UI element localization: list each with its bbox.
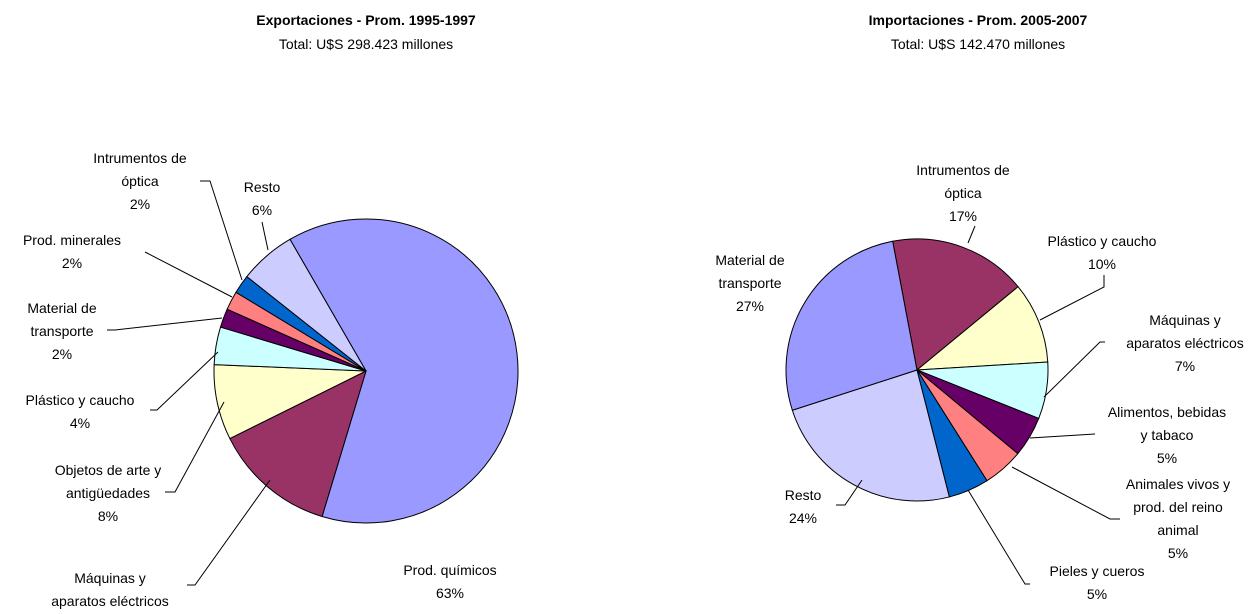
category-label: Resto — [243, 179, 281, 195]
pie-slice — [791, 369, 950, 502]
value-label: 5% — [1086, 586, 1108, 602]
leader-line — [967, 489, 1030, 585]
category-label: Objetos de arte y antigüedades — [54, 462, 162, 501]
category-label: Alimentos, bebidas y tabaco — [1107, 404, 1227, 443]
slice-label: Intrumentos de óptica 2% — [85, 147, 195, 216]
category-label: Máquinas y aparatos eléctricos — [51, 570, 169, 609]
category-label: Plástico y caucho — [25, 392, 135, 408]
category-label: Prod. químicos — [403, 562, 497, 578]
pie-slice — [915, 285, 1049, 371]
chart-subtitle: Total: U$S 142.470 millones — [890, 36, 1066, 52]
category-label: Intrumentos de óptica — [93, 150, 187, 189]
value-label: 27% — [735, 298, 765, 314]
leader-line — [107, 317, 223, 331]
category-label: Intrumentos de óptica — [916, 162, 1010, 201]
leader-line — [1039, 275, 1105, 321]
leader-line — [261, 221, 269, 251]
leader-line — [1029, 433, 1096, 439]
category-label: Material de transporte — [27, 300, 97, 339]
value-label: 2% — [61, 255, 83, 271]
leader-line — [165, 401, 225, 493]
slice-label: Máquinas y aparatos eléctricos 7% — [1121, 309, 1249, 378]
slice-label: Material de transporte 27% — [705, 249, 795, 318]
value-label: 7% — [1174, 358, 1196, 374]
leader-line — [836, 479, 863, 506]
slice-label: Resto 24% — [763, 484, 843, 530]
value-label: 24% — [788, 510, 818, 526]
slice-label: Máquinas y aparatos eléctricos13% — [46, 567, 174, 614]
category-label: Animales vivos y prod. del reino animal — [1125, 476, 1231, 538]
leader-line — [187, 479, 271, 586]
pie-slice — [289, 218, 519, 524]
pie-slice — [246, 238, 367, 372]
leader-line — [144, 251, 233, 298]
slice-label: Prod. minerales 2% — [7, 229, 137, 275]
slice-label: Pieles y cueros 5% — [1032, 560, 1162, 606]
value-label: 5% — [1156, 450, 1178, 466]
slice-label: Plástico y caucho 4% — [15, 389, 145, 435]
slice-label: Animales vivos y prod. del reino animal 5… — [1116, 473, 1241, 565]
category-label: Prod. minerales — [22, 232, 122, 248]
value-label: 10% — [1087, 256, 1117, 272]
slice-label: Objetos de arte y antigüedades 8% — [43, 459, 173, 528]
slice-label: Prod. químicos 63% — [385, 559, 515, 605]
value-label: 5% — [1167, 545, 1189, 561]
slice-label: Plástico y caucho 10% — [1037, 230, 1167, 276]
pie-slice — [229, 370, 367, 518]
leader-line — [1043, 341, 1105, 398]
category-label: Máquinas y aparatos eléctricos — [1126, 312, 1244, 351]
slice-label: Intrumentos de óptica 17% — [908, 159, 1018, 228]
category-label: Plástico y caucho — [1047, 233, 1157, 249]
category-label: Resto — [784, 487, 822, 503]
value-label: 17% — [948, 208, 978, 224]
chart-title: Exportaciones - Prom. 1995-1997 — [256, 12, 476, 28]
slice-label: Material de transporte 2% — [17, 297, 107, 366]
leader-line — [967, 225, 976, 244]
pie-slice — [785, 240, 918, 411]
leader-line — [1011, 466, 1120, 520]
leader-line — [150, 351, 219, 411]
slice-label: Resto 6% — [222, 176, 302, 222]
pie-slice — [892, 238, 1019, 371]
slice-label: Alimentos, bebidas y tabaco 5% — [1103, 401, 1231, 470]
category-label: Pieles y cueros — [1049, 563, 1145, 579]
value-label: 6% — [251, 202, 273, 218]
category-label: Material de transporte — [715, 252, 785, 291]
value-label: 2% — [129, 196, 151, 212]
value-label: 4% — [69, 415, 91, 431]
value-label: 2% — [51, 346, 73, 362]
value-label: 8% — [97, 508, 119, 524]
chart-title: Importaciones - Prom. 2005-2007 — [868, 12, 1088, 28]
leader-line — [200, 180, 243, 281]
value-label: 63% — [435, 585, 465, 601]
chart-subtitle: Total: U$S 298.423 millones — [278, 36, 454, 52]
